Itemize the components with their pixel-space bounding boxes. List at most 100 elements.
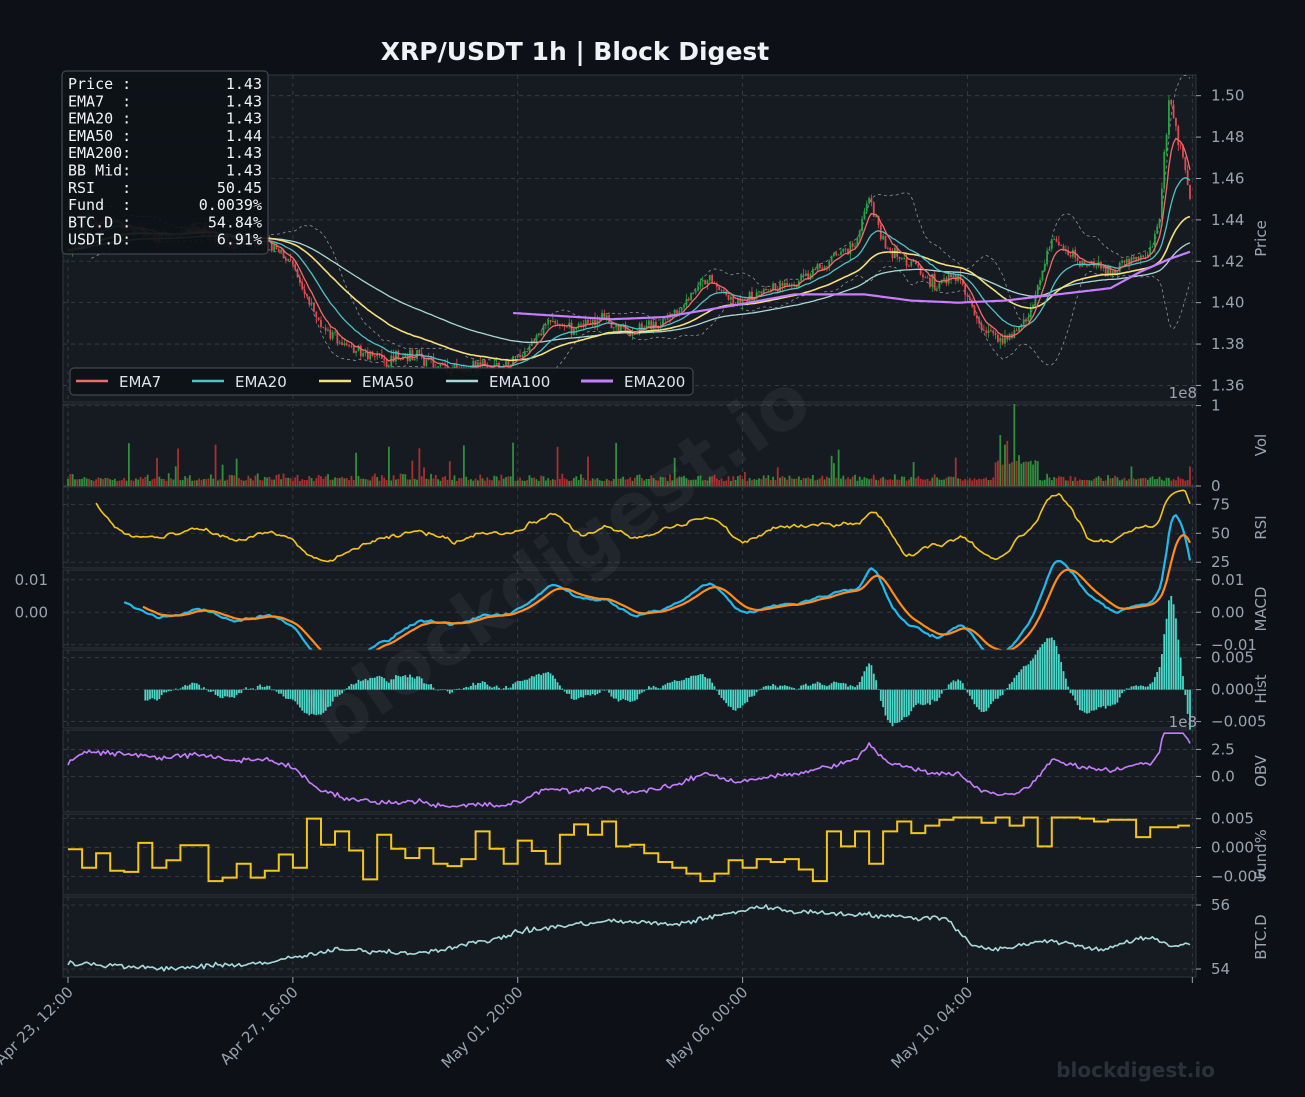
candle-body [1102, 266, 1105, 269]
volume-bar [188, 475, 191, 486]
volume-bar [671, 480, 674, 486]
hist-bar [502, 688, 505, 690]
candle-body [624, 325, 627, 332]
hist-bar [219, 689, 222, 698]
volume-bar [863, 477, 866, 486]
volume-bar [362, 478, 365, 486]
hist-bar [1090, 689, 1093, 711]
candle-body [917, 264, 920, 267]
volume-bar [554, 479, 557, 486]
hist-bar [596, 689, 599, 695]
volume-bar [624, 479, 627, 486]
hist-bar [324, 689, 327, 711]
volume-bar [486, 477, 489, 486]
volume-bar [837, 449, 840, 486]
volume-bar [692, 479, 695, 486]
volume-bar [113, 478, 116, 486]
hist-bar [980, 689, 983, 712]
volume-bar [357, 475, 360, 486]
volume-bar [1151, 476, 1154, 486]
volume-bar [739, 475, 742, 486]
hist-bar [652, 685, 655, 690]
volume-bar [1179, 478, 1182, 486]
candle-body [938, 283, 941, 289]
hist-bar [268, 685, 271, 690]
candle-body [1182, 146, 1184, 158]
volume-bar [542, 476, 545, 486]
hist-bar [638, 689, 641, 695]
candle-body [645, 325, 648, 329]
volume-bar [697, 475, 700, 486]
hist-bar [252, 688, 254, 690]
rsi-tick-label: 50 [1211, 524, 1230, 542]
hist-bar [193, 682, 196, 690]
hist-bar [287, 689, 290, 700]
volume-bar [1184, 480, 1187, 486]
hist-bar [1104, 689, 1107, 709]
candle-body [872, 202, 875, 217]
hist-bar [1151, 682, 1154, 690]
candle-body [751, 291, 753, 301]
candle-body [1004, 335, 1006, 344]
hist-bar [617, 689, 620, 702]
hist-bar [680, 680, 683, 690]
hist-bar [556, 682, 559, 690]
info-value: 1.43 [226, 75, 262, 93]
hist-bar [868, 663, 870, 690]
hist-bar [781, 685, 784, 690]
volume-bar [577, 480, 580, 486]
volume-bar [943, 479, 945, 486]
candle-body [294, 264, 297, 270]
candle-body [580, 323, 582, 325]
volume-bar [933, 474, 936, 486]
hist-bar [748, 689, 751, 697]
volume-bar [233, 475, 236, 486]
volume-bar [802, 477, 805, 486]
volume-bar [795, 478, 798, 486]
hist-bar [156, 689, 158, 701]
candle-body [289, 259, 292, 261]
volume-bar [212, 478, 215, 486]
candle-body [680, 307, 683, 311]
legend-item: EMA100 [489, 373, 550, 391]
volume-bar [383, 477, 386, 486]
candle-body [968, 296, 971, 301]
volume-bar [1008, 463, 1011, 486]
volume-bar [655, 480, 657, 486]
volume-bar [922, 479, 924, 486]
volume-bar [1074, 477, 1077, 486]
hist-bar [444, 689, 447, 690]
volume-bar [959, 479, 962, 486]
volume-bar [573, 477, 575, 486]
hist-bar [329, 689, 332, 707]
hist-bar [879, 689, 882, 701]
volume-bar [680, 476, 683, 486]
volume-bar [1132, 478, 1135, 486]
candle-body [1123, 260, 1126, 263]
volume-bar [1163, 480, 1166, 486]
candle-body [989, 330, 992, 332]
candle-body [432, 357, 435, 368]
volume-bar [235, 458, 238, 486]
fund-tick-label: 0.005 [1211, 810, 1254, 828]
candle-body [537, 333, 540, 336]
hist-bar [1081, 689, 1084, 711]
hist-bar [249, 688, 252, 690]
volume-bar [570, 480, 573, 486]
hist-bar [406, 677, 409, 690]
hist-bar [334, 689, 336, 697]
info-value: 50.45 [217, 179, 262, 197]
hist-bar [1083, 689, 1086, 713]
hist-bar [961, 683, 964, 690]
hist-bar [207, 689, 210, 692]
hist-bar [746, 689, 749, 703]
hist-bar [800, 685, 803, 690]
volume-bar [481, 478, 484, 486]
volume-bar [364, 479, 367, 486]
volume-bar [1018, 455, 1020, 486]
hist-bar [987, 689, 990, 708]
hist-bar [1139, 685, 1142, 690]
volume-bar [840, 478, 842, 486]
volume-bar [781, 476, 784, 486]
hist-bar [633, 689, 636, 701]
